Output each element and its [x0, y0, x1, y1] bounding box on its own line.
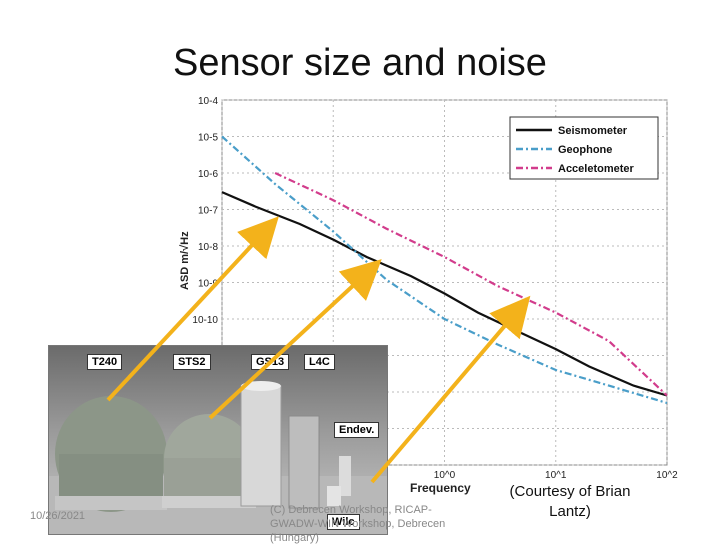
x-ticks: 10^0 10^1 10^2 — [434, 470, 678, 481]
photo-label-sts2: STS2 — [173, 354, 211, 370]
y-tick-label: 10-5 — [198, 133, 218, 144]
y-tick-label: 10-8 — [198, 242, 218, 253]
legend-label: Seismometer — [558, 125, 628, 137]
l4c-cylinder — [288, 415, 320, 509]
series-line-seismometer — [221, 191, 668, 397]
gs13-cylinder — [240, 385, 282, 507]
sts2-base — [162, 496, 256, 508]
y-tick-label: 10-4 — [198, 96, 218, 107]
sts2-body — [164, 458, 254, 498]
y-tick-label: 10-7 — [198, 206, 218, 217]
y-axis-label: ASD m/√Hz — [179, 231, 191, 290]
slide-footer: (C) Debrecen Workshop, RICAP-GWADW-WIN W… — [270, 504, 446, 544]
photo-label-endev: Endev. — [334, 422, 380, 438]
x-tick-label: 10^1 — [545, 470, 567, 481]
y-tick-label: 10-10 — [192, 315, 218, 326]
series-line-acceletometer — [274, 172, 668, 397]
courtesy-note: (Courtesy of Brian Lantz) — [509, 483, 631, 520]
legend-label: Acceletometer — [558, 163, 635, 175]
y-tick-label: 10-6 — [198, 169, 218, 180]
t240-base — [55, 496, 167, 510]
photo-label-wilc: Wilc — [327, 514, 360, 530]
x-tick-label: 10^2 — [656, 470, 678, 481]
slide-title: Sensor size and noise — [173, 42, 547, 84]
gs13-top — [241, 381, 281, 391]
x-tick-label: 10^0 — [434, 470, 456, 481]
legend: Seismometer Geophone Acceletometer — [509, 116, 659, 180]
slide-date: 10/26/2021 — [30, 510, 86, 522]
photo-label-gs13: GS13 — [251, 354, 290, 370]
y-tick-label: 10-9 — [198, 279, 218, 290]
wilc-sensor — [327, 486, 341, 506]
photo-label-l4c: L4C — [304, 354, 335, 370]
y-ticks: 10-4 10-5 10-6 10-7 10-8 10-9 10-10 — [192, 96, 218, 326]
legend-label: Geophone — [558, 144, 612, 156]
t240-body — [59, 454, 163, 499]
endev-sensor — [339, 456, 351, 496]
x-axis-label: Frequency — [410, 481, 471, 495]
photo-label-t240: T240 — [87, 354, 123, 370]
